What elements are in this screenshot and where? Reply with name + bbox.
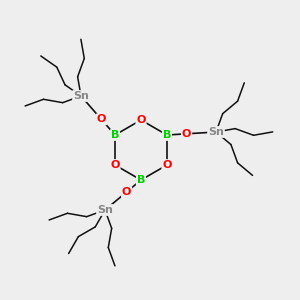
Text: O: O (182, 129, 191, 139)
Text: O: O (110, 160, 120, 170)
Text: B: B (163, 130, 171, 140)
Text: O: O (162, 160, 172, 170)
Text: Sn: Sn (97, 205, 113, 215)
Text: Sn: Sn (208, 127, 224, 137)
Text: B: B (111, 130, 119, 140)
Text: O: O (136, 115, 146, 125)
Text: O: O (122, 187, 131, 197)
Text: O: O (97, 114, 106, 124)
Text: Sn: Sn (73, 91, 89, 101)
Text: B: B (137, 175, 145, 185)
